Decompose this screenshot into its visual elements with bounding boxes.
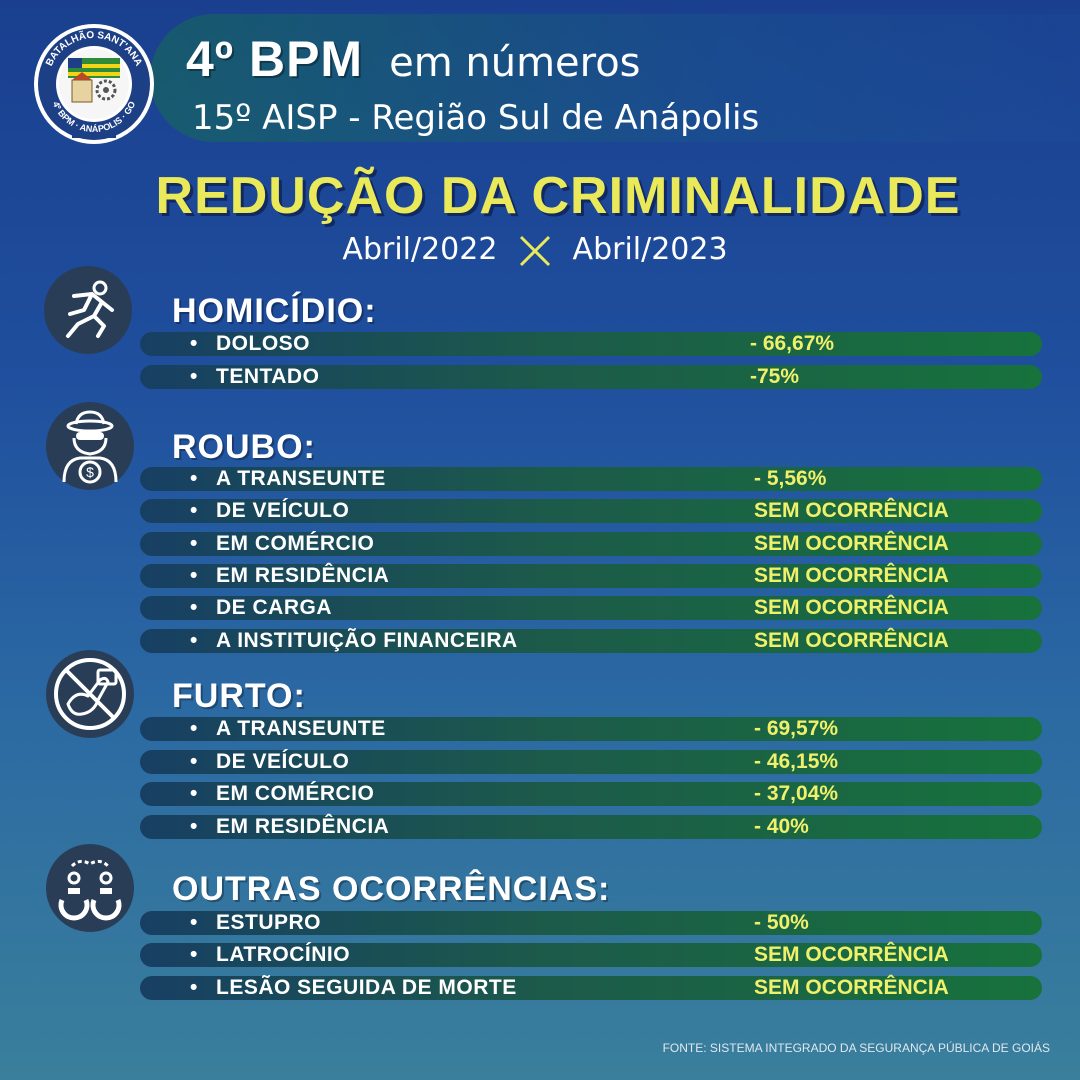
- list-item: EM COMÉRCIO - 37,04%: [140, 782, 1042, 806]
- list-item: DE CARGA SEM OCORRÊNCIA: [140, 596, 1042, 620]
- row-label: ESTUPRO: [190, 911, 321, 935]
- headline: REDUÇÃO DA CRIMINALIDADE: [155, 167, 961, 225]
- row-value: SEM OCORRÊNCIA: [754, 499, 949, 522]
- row-label: TENTADO: [190, 365, 319, 389]
- masked-robber-icon: $: [46, 402, 134, 490]
- list-item: ESTUPRO - 50%: [140, 911, 1042, 935]
- row-label: EM COMÉRCIO: [190, 532, 374, 556]
- handcuffs-icon: [46, 844, 134, 932]
- row-value: - 5,56%: [754, 467, 827, 490]
- row-label: EM RESIDÊNCIA: [190, 815, 389, 839]
- page-title: 4º BPM em números: [186, 30, 641, 88]
- svg-text:$: $: [86, 464, 94, 480]
- period: Abril/2022 Abril/2023: [0, 232, 1070, 269]
- title-sub: em números: [389, 40, 641, 86]
- list-item: EM RESIDÊNCIA SEM OCORRÊNCIA: [140, 564, 1042, 588]
- row-value: - 40%: [754, 815, 809, 838]
- row-value: - 50%: [754, 911, 809, 934]
- source-note: FONTE: SISTEMA INTEGRADO DA SEGURANÇA PÚ…: [662, 1041, 1050, 1055]
- list-item: DE VEÍCULO - 46,15%: [140, 750, 1042, 774]
- row-value: SEM OCORRÊNCIA: [754, 629, 949, 652]
- no-theft-hand-icon: [46, 650, 134, 738]
- period-to: Abril/2023: [572, 232, 728, 267]
- running-person-icon: [44, 266, 132, 354]
- list-item: DE VEÍCULO SEM OCORRÊNCIA: [140, 499, 1042, 523]
- page-subtitle: 15º AISP - Região Sul de Anápolis: [192, 98, 760, 138]
- row-value: - 37,04%: [754, 782, 839, 805]
- row-label: LATROCÍNIO: [190, 943, 350, 967]
- list-item: A TRANSEUNTE - 69,57%: [140, 717, 1042, 741]
- row-value: SEM OCORRÊNCIA: [754, 532, 949, 555]
- row-value: SEM OCORRÊNCIA: [754, 976, 949, 999]
- row-value: - 69,57%: [754, 717, 839, 740]
- row-label: A TRANSEUNTE: [190, 717, 386, 741]
- row-label: EM RESIDÊNCIA: [190, 564, 389, 588]
- list-item: A INSTITUIÇÃO FINANCEIRA SEM OCORRÊNCIA: [140, 629, 1042, 653]
- row-label: A TRANSEUNTE: [190, 467, 386, 491]
- list-item: A TRANSEUNTE - 5,56%: [140, 467, 1042, 491]
- header-band: [150, 14, 1080, 142]
- row-label: EM COMÉRCIO: [190, 782, 374, 806]
- row-label: LESÃO SEGUIDA DE MORTE: [190, 976, 517, 1000]
- x-icon: [517, 233, 553, 269]
- row-label: A INSTITUIÇÃO FINANCEIRA: [190, 629, 518, 653]
- category-title-homicidio: HOMICÍDIO:: [172, 292, 377, 330]
- battalion-seal: BATALHÃO SANT'ANA 4º BPM · ANÁPOLIS · GO: [32, 22, 156, 146]
- list-item: EM COMÉRCIO SEM OCORRÊNCIA: [140, 532, 1042, 556]
- category-title-roubo: ROUBO:: [172, 428, 316, 466]
- title-main: 4º BPM: [186, 31, 364, 87]
- row-value: - 46,15%: [754, 750, 839, 773]
- list-item: DOLOSO - 66,67%: [140, 332, 1042, 356]
- row-label: DE VEÍCULO: [190, 499, 349, 523]
- row-value: - 66,67%: [750, 332, 835, 355]
- row-value: -75%: [750, 365, 800, 388]
- list-item: LESÃO SEGUIDA DE MORTE SEM OCORRÊNCIA: [140, 976, 1042, 1000]
- row-label: DE VEÍCULO: [190, 750, 349, 774]
- period-from: Abril/2022: [342, 232, 498, 267]
- row-value: SEM OCORRÊNCIA: [754, 596, 949, 619]
- row-value: SEM OCORRÊNCIA: [754, 943, 949, 966]
- row-value: SEM OCORRÊNCIA: [754, 564, 949, 587]
- row-label: DE CARGA: [190, 596, 332, 620]
- list-item: EM RESIDÊNCIA - 40%: [140, 815, 1042, 839]
- category-title-furto: FURTO:: [172, 677, 306, 715]
- row-label: DOLOSO: [190, 332, 310, 356]
- list-item: LATROCÍNIO SEM OCORRÊNCIA: [140, 943, 1042, 967]
- list-item: TENTADO -75%: [140, 365, 1042, 389]
- category-title-outras: OUTRAS OCORRÊNCIAS:: [172, 870, 611, 908]
